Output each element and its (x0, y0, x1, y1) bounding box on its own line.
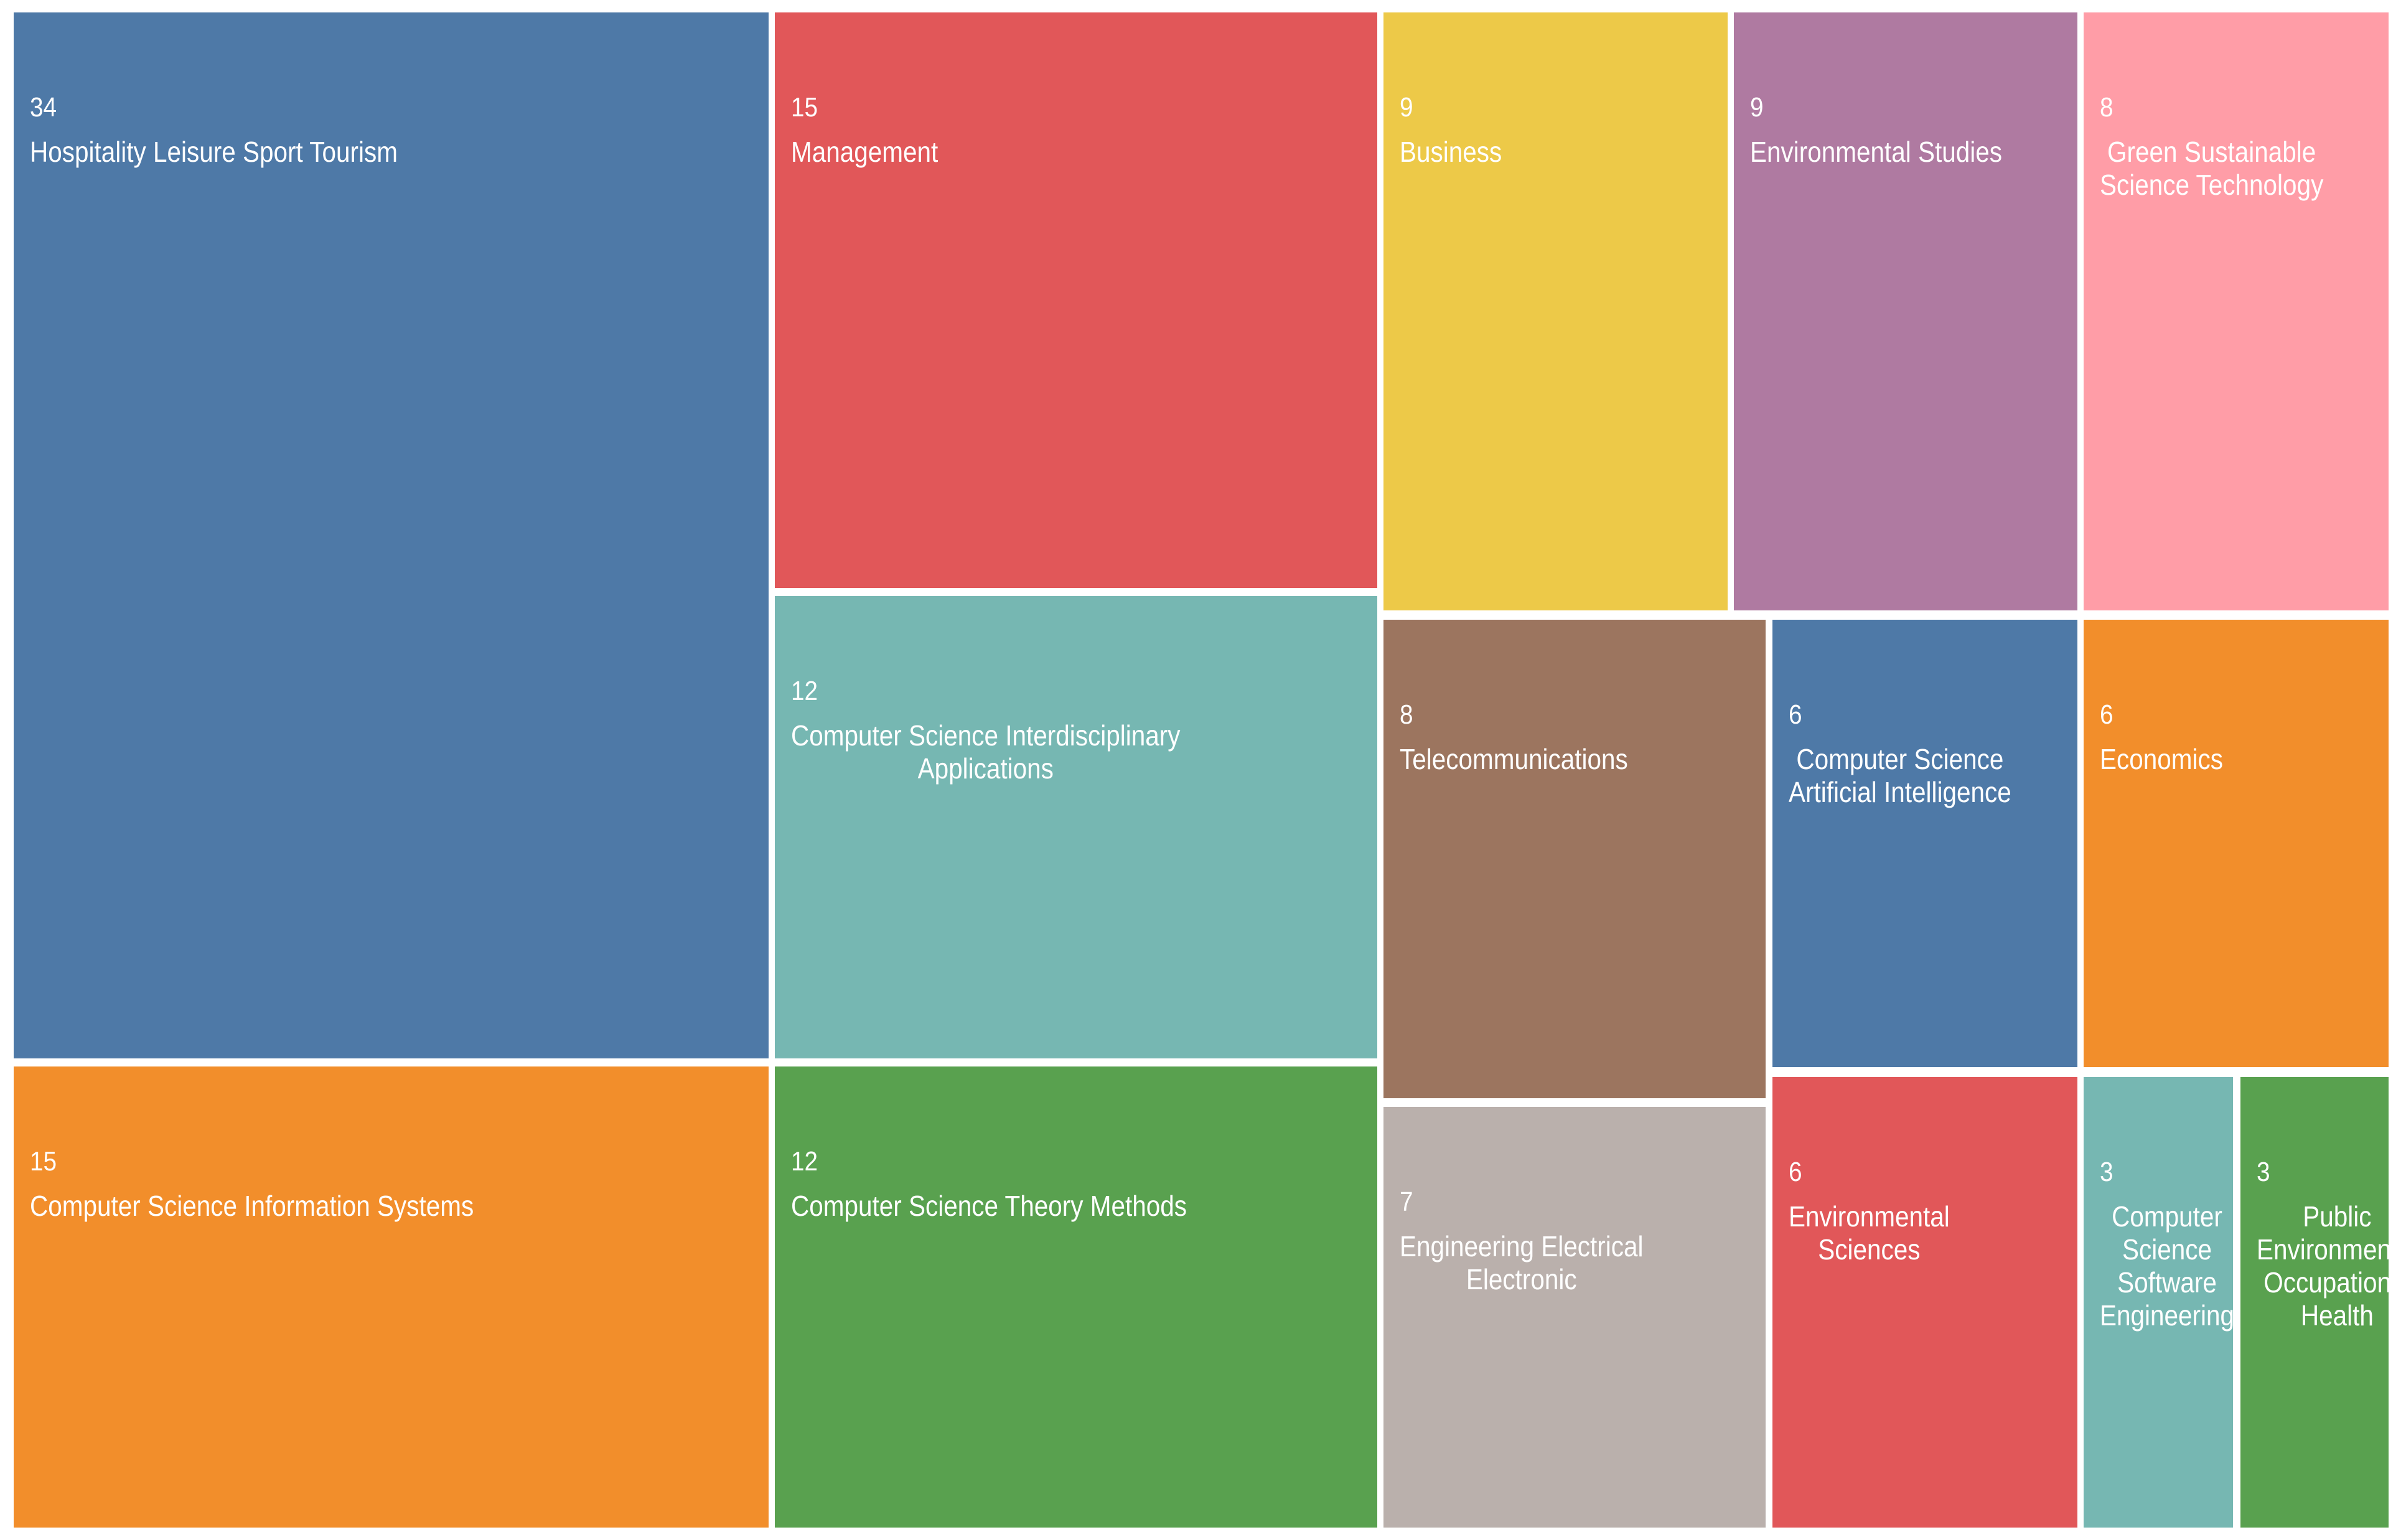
tile-label: Engineering Electrical Electronic (1400, 1230, 1644, 1295)
tile-management: 15 Management (775, 12, 1377, 588)
tile-computer-science-theory-methods: 12 Computer Science Theory Methods (775, 1066, 1377, 1528)
tile-value: 12 (791, 1146, 818, 1177)
tile-public-environmental-occupational-health: 3 Public Environmental Occupational Heal… (2240, 1077, 2389, 1528)
tile-value: 6 (1789, 1157, 1802, 1187)
tile-value: 3 (2257, 1157, 2270, 1187)
tile-value: 15 (30, 1146, 57, 1177)
tile-label: Economics (2100, 743, 2223, 775)
tile-environmental-sciences: 6 Environmental Sciences (1772, 1077, 2077, 1528)
tile-value: 9 (1750, 92, 1764, 123)
tile-value: 6 (1789, 699, 1802, 730)
tile-business: 9 Business (1383, 12, 1728, 610)
tile-computer-science-interdisciplinary-applications: 12 Computer Science Interdisciplinary Ap… (775, 596, 1377, 1058)
tile-value: 15 (791, 92, 818, 123)
tile-label: Environmental Sciences (1789, 1200, 1950, 1266)
tile-environmental-studies: 9 Environmental Studies (1734, 12, 2077, 610)
tile-label: Telecommunications (1400, 743, 1628, 775)
tile-label: Computer Science Theory Methods (791, 1190, 1187, 1222)
tile-telecommunications: 8 Telecommunications (1383, 620, 1766, 1098)
tile-value: 8 (2100, 92, 2113, 123)
tile-label: Hospitality Leisure Sport Tourism (30, 136, 398, 168)
tile-label: Computer Science Interdisciplinary Appli… (791, 719, 1181, 785)
tile-value: 8 (1400, 699, 1413, 730)
tile-label: Business (1400, 136, 1502, 168)
tile-label: Management (791, 136, 939, 168)
tile-green-sustainable-science-technology: 8 Green Sustainable Science Technology (2084, 12, 2389, 610)
tile-label: Computer Science Artificial Intelligence (1789, 743, 2011, 808)
tile-label: Green Sustainable Science Technology (2100, 136, 2324, 201)
tile-value: 9 (1400, 92, 1413, 123)
tile-engineering-electrical-electronic: 7 Engineering Electrical Electronic (1383, 1107, 1766, 1528)
tile-computer-science-software-engineering: 3 Computer Science Software Engineering (2084, 1077, 2233, 1528)
tile-label: Environmental Studies (1750, 136, 2003, 168)
tile-hospitality-leisure-sport-tourism: 34 Hospitality Leisure Sport Tourism (14, 12, 769, 1058)
tile-economics: 6 Economics (2084, 620, 2389, 1067)
tile-label: Computer Science Software Engineering (2100, 1200, 2233, 1332)
tile-value: 12 (791, 676, 818, 706)
tile-computer-science-information-systems: 15 Computer Science Information Systems (14, 1066, 769, 1528)
tile-value: 34 (30, 92, 57, 123)
tile-label: Computer Science Information Systems (30, 1190, 474, 1222)
tile-value: 7 (1400, 1187, 1413, 1217)
tile-value: 3 (2100, 1157, 2113, 1187)
tile-computer-science-artificial-intelligence: 6 Computer Science Artificial Intelligen… (1772, 620, 2077, 1067)
tile-label: Public Environmental Occupational Health (2257, 1200, 2389, 1332)
tile-value: 6 (2100, 699, 2113, 730)
